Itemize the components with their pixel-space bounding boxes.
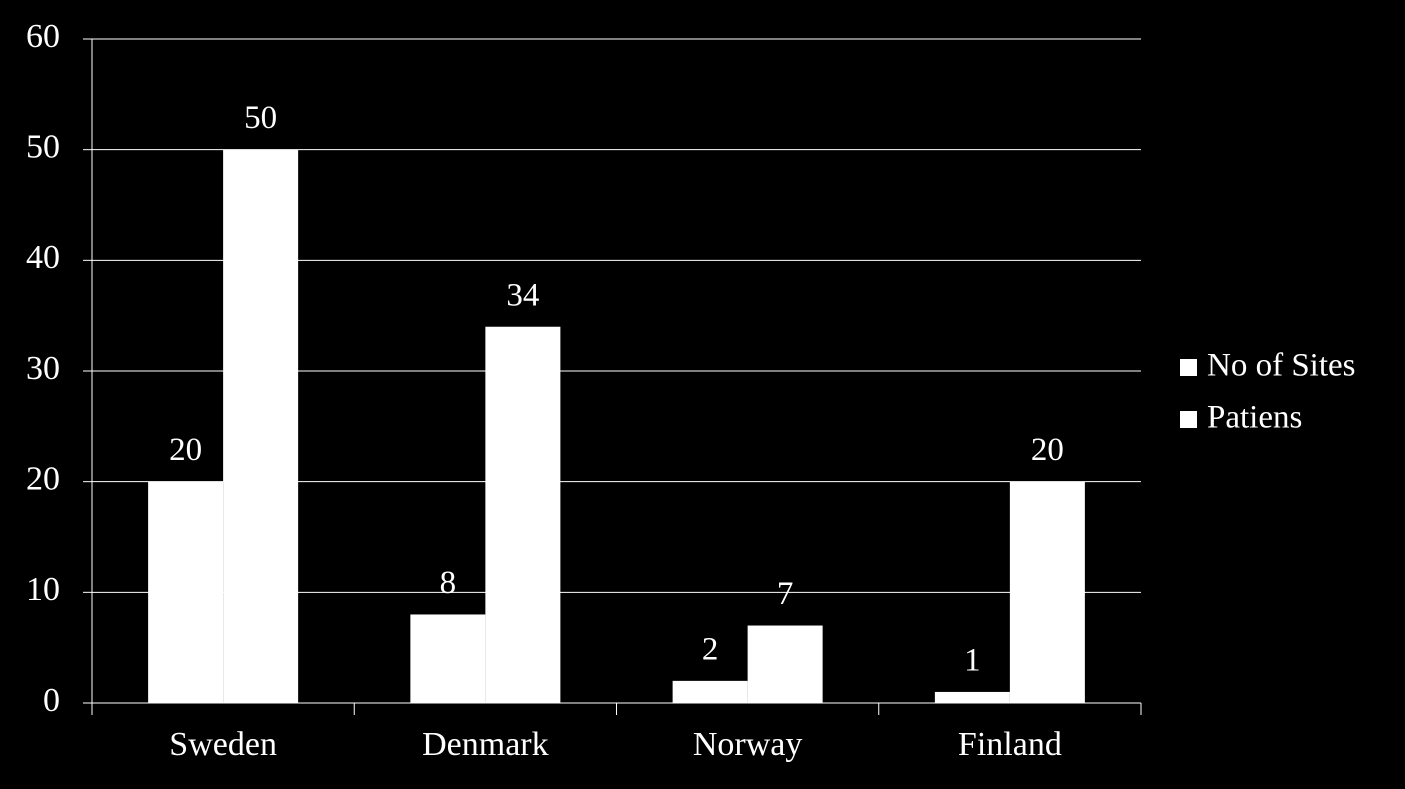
bar <box>747 625 823 703</box>
y-tick-label: 30 <box>26 350 60 387</box>
legend-label: No of Sites <box>1207 348 1356 384</box>
bar <box>485 326 561 703</box>
y-tick-label: 10 <box>26 571 60 608</box>
x-tick-label: Finland <box>958 726 1062 763</box>
data-label: 7 <box>777 576 794 612</box>
x-tick-label: Sweden <box>169 726 277 763</box>
bar <box>1009 481 1085 703</box>
y-tick-label: 0 <box>43 682 60 719</box>
bar <box>223 149 299 703</box>
y-tick-label: 20 <box>26 460 60 497</box>
data-label: 20 <box>169 432 202 468</box>
legend-swatch <box>1180 359 1197 376</box>
data-label: 1 <box>964 643 981 679</box>
y-tick-label: 50 <box>26 128 60 165</box>
y-tick-label: 60 <box>26 18 60 55</box>
x-tick-label: Norway <box>693 726 803 763</box>
data-label: 50 <box>244 100 277 136</box>
bar <box>148 481 224 703</box>
data-label: 34 <box>506 277 539 313</box>
legend-swatch <box>1180 411 1197 428</box>
data-label: 20 <box>1031 432 1064 468</box>
bar <box>672 680 748 703</box>
legend-label: Patiens <box>1207 400 1302 436</box>
x-tick-label: Denmark <box>422 726 549 763</box>
data-label: 2 <box>702 631 719 667</box>
bar <box>410 614 486 703</box>
bar <box>934 691 1010 703</box>
y-tick-label: 40 <box>26 239 60 276</box>
data-label: 8 <box>440 565 457 601</box>
